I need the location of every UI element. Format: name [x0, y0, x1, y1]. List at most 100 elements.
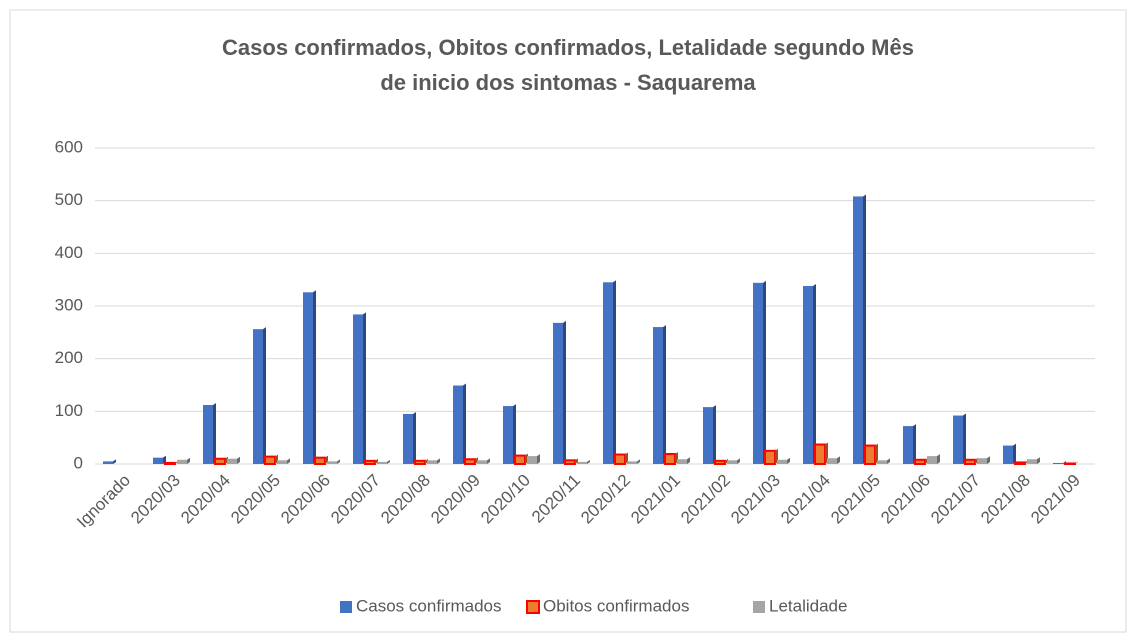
bar-side — [113, 459, 116, 464]
y-tick-label: 100 — [55, 401, 83, 420]
bar-side — [263, 327, 266, 464]
bar-side — [913, 424, 916, 464]
bar — [353, 314, 363, 464]
bar-side — [713, 405, 716, 464]
legend-label: Casos confirmados — [356, 596, 502, 615]
bar — [227, 458, 237, 464]
bar-side — [837, 456, 840, 464]
bar-side — [487, 458, 490, 464]
bar-side — [663, 325, 666, 464]
bar — [764, 449, 776, 466]
bar — [303, 292, 313, 464]
bar-side — [687, 457, 690, 464]
y-tick-label: 200 — [55, 348, 83, 367]
bar — [427, 460, 437, 464]
bar — [664, 452, 676, 466]
legend-label: Obitos confirmados — [543, 596, 689, 615]
bar-side — [737, 458, 740, 464]
bar — [177, 459, 187, 464]
bar — [703, 407, 713, 464]
bar — [377, 461, 387, 464]
bar — [714, 459, 726, 465]
y-tick-label: 0 — [74, 453, 83, 472]
bar — [253, 329, 263, 464]
chart-title: Casos confirmados, Obitos confirmados, L… — [222, 35, 914, 95]
bar-side — [875, 443, 878, 464]
bar-side — [375, 458, 378, 464]
bar — [414, 459, 426, 465]
bar — [903, 426, 913, 464]
bar — [964, 458, 976, 465]
bar-side — [1037, 457, 1040, 464]
bar — [864, 444, 876, 466]
bar — [877, 460, 887, 464]
bar — [853, 196, 863, 464]
bar-side — [613, 280, 616, 464]
bar — [653, 327, 663, 464]
bar-side — [937, 454, 940, 464]
y-tick-label: 300 — [55, 295, 83, 314]
bar — [153, 457, 163, 464]
bar — [264, 455, 276, 466]
y-tick-label: 600 — [55, 137, 83, 156]
legend-swatch — [526, 600, 540, 614]
bar — [453, 385, 463, 464]
bar — [277, 460, 287, 464]
bar-side — [587, 459, 590, 464]
bar — [1003, 445, 1013, 464]
bar-side — [787, 457, 790, 464]
bar — [527, 456, 537, 464]
bar — [103, 461, 113, 464]
bar — [1014, 461, 1026, 466]
bar-side — [1075, 461, 1078, 464]
bar — [364, 459, 376, 465]
bar-side — [513, 404, 516, 464]
bar-side — [563, 320, 566, 464]
bar — [1027, 459, 1037, 464]
bar-side — [213, 403, 216, 464]
bar — [514, 454, 526, 465]
bar-side — [575, 458, 578, 464]
bar-side — [987, 456, 990, 464]
bar — [827, 458, 837, 464]
y-tick-label: 500 — [55, 190, 83, 209]
bar — [464, 458, 476, 466]
bar — [1064, 462, 1076, 465]
bar — [577, 461, 587, 464]
bar-side — [1063, 460, 1066, 464]
bar — [627, 461, 637, 464]
chart-border — [9, 9, 1127, 633]
bar — [503, 406, 513, 464]
bar — [777, 459, 787, 464]
bar-side — [963, 413, 966, 464]
bar-side — [237, 456, 240, 464]
bar — [314, 456, 326, 465]
bar-side — [813, 283, 816, 464]
y-tick-label: 400 — [55, 243, 83, 262]
bar — [614, 453, 626, 465]
bar-side — [387, 459, 390, 464]
bar — [564, 459, 576, 465]
bar — [327, 461, 337, 464]
bar — [603, 282, 613, 464]
bar — [1053, 462, 1063, 464]
bar — [753, 282, 763, 464]
bar — [403, 413, 413, 464]
bar — [977, 458, 987, 464]
bar-side — [763, 280, 766, 464]
bar-side — [187, 457, 190, 464]
bar-side — [463, 383, 466, 464]
bar-side — [287, 458, 290, 464]
bar-side — [625, 452, 628, 464]
bar — [477, 460, 487, 464]
bar — [953, 415, 963, 464]
bar-side — [725, 458, 728, 464]
legend-swatch — [753, 601, 765, 613]
bar-side — [637, 459, 640, 464]
bar-side — [313, 290, 316, 464]
bar — [927, 456, 937, 464]
bar-side — [413, 411, 416, 464]
bar — [203, 405, 213, 464]
